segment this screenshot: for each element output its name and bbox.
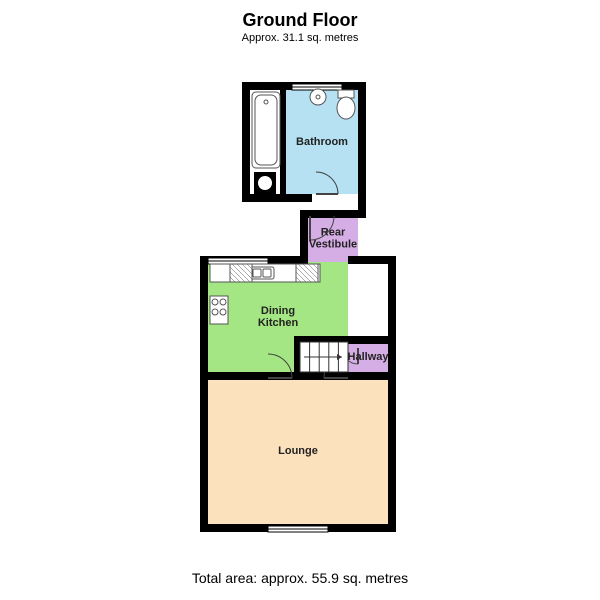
wall xyxy=(242,82,250,202)
bathtub-icon xyxy=(252,92,280,168)
room-label-lounge: Lounge xyxy=(278,445,318,457)
wall xyxy=(200,256,208,380)
floorplan-container: Ground Floor Approx. 31.1 sq. metres Lou… xyxy=(0,0,600,600)
floorplan-svg: Lounge DiningKitchen Hallway RearVestibule B… xyxy=(0,0,600,600)
wall xyxy=(348,336,396,344)
wall xyxy=(242,194,312,202)
room-label-vestibule: Vestibule xyxy=(309,238,357,250)
wall xyxy=(388,256,396,344)
room-label-kitchen: Dining xyxy=(261,305,295,317)
room-label-hallway: Hallway xyxy=(348,351,390,363)
room-label-kitchen: Kitchen xyxy=(258,317,299,329)
basin-icon xyxy=(310,89,326,105)
wall xyxy=(388,336,396,532)
wall-inner xyxy=(294,336,300,378)
room-label-bathroom: Bathroom xyxy=(296,136,348,148)
total-area-text: Total area: approx. 55.9 sq. metres xyxy=(0,570,600,586)
wall-inner xyxy=(208,372,268,378)
wall-inner xyxy=(294,336,354,342)
room-label-vestibule: Rear xyxy=(321,226,346,238)
wall xyxy=(200,372,208,532)
wall-inner xyxy=(280,82,286,202)
wall xyxy=(358,82,366,202)
wall xyxy=(300,210,308,264)
